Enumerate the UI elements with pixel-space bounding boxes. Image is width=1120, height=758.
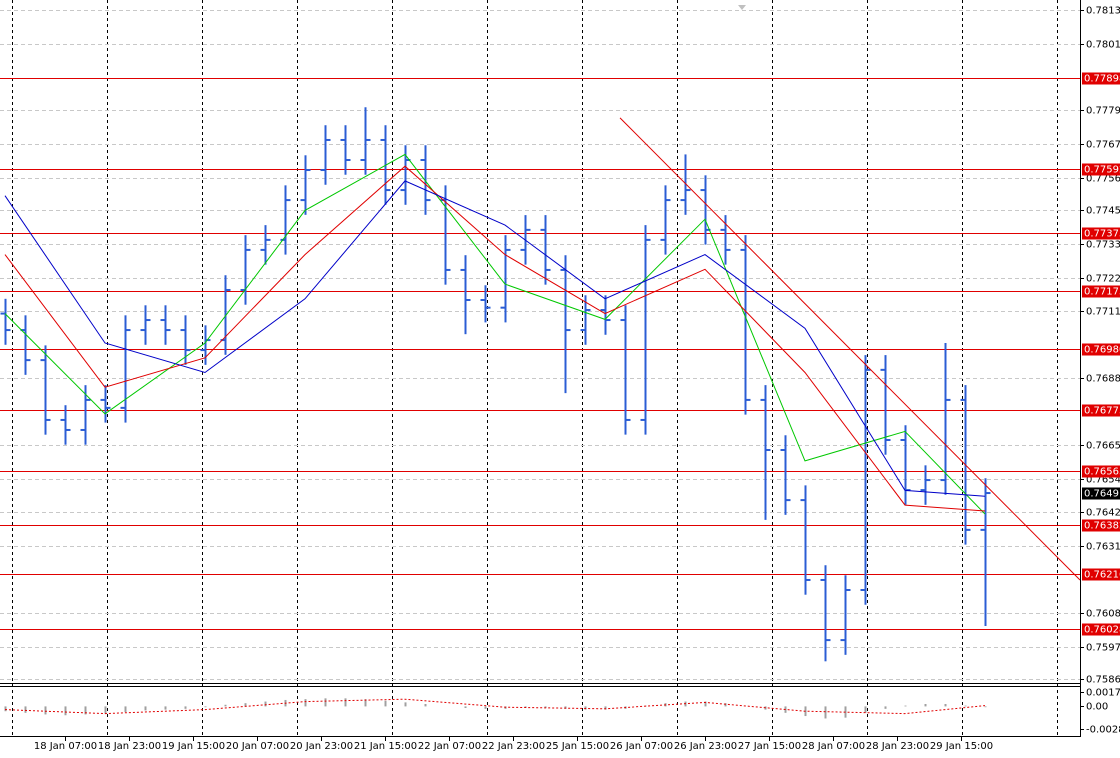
level-label: 0.77592 bbox=[1084, 165, 1120, 176]
current-price-label: 0.76491 bbox=[1084, 489, 1120, 500]
x-tick-label: 27 Jan 15:00 bbox=[738, 741, 801, 752]
level-label-box bbox=[1082, 404, 1120, 417]
level-label: 0.76773 bbox=[1084, 406, 1120, 417]
level-label: 0.76028 bbox=[1084, 625, 1120, 636]
osc-y-tick-label: 0.00179 bbox=[1086, 688, 1120, 699]
level-label-box bbox=[1082, 519, 1120, 532]
x-tick-label: 25 Jan 15:00 bbox=[546, 741, 609, 752]
level-label: 0.76382 bbox=[1084, 521, 1120, 532]
trendline bbox=[619, 117, 1081, 581]
grid bbox=[0, 0, 1080, 737]
x-tick-label: 26 Jan 07:00 bbox=[610, 741, 673, 752]
x-tick-label: 20 Jan 07:00 bbox=[226, 741, 289, 752]
y-tick-label: 0.75860 bbox=[1086, 675, 1120, 686]
osc-y-tick-label: 0.00 bbox=[1086, 702, 1108, 713]
level-label-box bbox=[1082, 568, 1120, 581]
moving-average bbox=[4, 153, 986, 515]
level-label: 0.76216 bbox=[1084, 570, 1120, 581]
scroll-marker bbox=[738, 5, 746, 10]
x-tick-label: 29 Jan 15:00 bbox=[930, 741, 993, 752]
level-label-box bbox=[1082, 465, 1120, 478]
x-tick-label: 18 Jan 23:00 bbox=[98, 741, 161, 752]
y-tick-label: 0.78015 bbox=[1086, 40, 1120, 51]
y-tick-label: 0.76655 bbox=[1086, 441, 1120, 452]
x-tick-label: 18 Jan 07:00 bbox=[34, 741, 97, 752]
level-label: 0.77175 bbox=[1084, 287, 1120, 298]
x-tick-label: 22 Jan 23:00 bbox=[482, 741, 545, 752]
osc-signal bbox=[4, 698, 986, 715]
x-tick-label: 21 Jan 15:00 bbox=[354, 741, 417, 752]
osc-y-tick-label: -0.00281 bbox=[1086, 725, 1120, 736]
marks bbox=[0, 78, 1081, 719]
y-tick-label: 0.76311 bbox=[1086, 542, 1120, 553]
level-label-box bbox=[1082, 72, 1120, 85]
y-tick-label: 0.77675 bbox=[1086, 140, 1120, 151]
moving-average bbox=[4, 180, 986, 497]
x-tick-label: 28 Jan 23:00 bbox=[866, 741, 929, 752]
level-label-box bbox=[1082, 285, 1120, 298]
level-label-box bbox=[1082, 623, 1120, 636]
level-label-box bbox=[1082, 343, 1120, 356]
level-label: 0.77898 bbox=[1084, 74, 1120, 85]
x-tick-label: 26 Jan 23:00 bbox=[674, 741, 737, 752]
level-label: 0.76565 bbox=[1084, 467, 1120, 478]
level-label: 0.77375 bbox=[1084, 229, 1120, 240]
y-tick-label: 0.76085 bbox=[1086, 609, 1120, 620]
current-price-box bbox=[1082, 487, 1120, 500]
level-label-box bbox=[1082, 227, 1120, 240]
x-tick-label: 22 Jan 07:00 bbox=[418, 741, 481, 752]
x-tick-label: 20 Jan 23:00 bbox=[290, 741, 353, 752]
y-tick-label: 0.76425 bbox=[1086, 508, 1120, 519]
x-tick-label: 19 Jan 15:00 bbox=[162, 741, 225, 752]
level-label-box bbox=[1082, 163, 1120, 176]
y-tick-label: 0.77335 bbox=[1086, 240, 1120, 251]
moving-average bbox=[4, 165, 986, 512]
x-tick-label: 28 Jan 07:00 bbox=[802, 741, 865, 752]
